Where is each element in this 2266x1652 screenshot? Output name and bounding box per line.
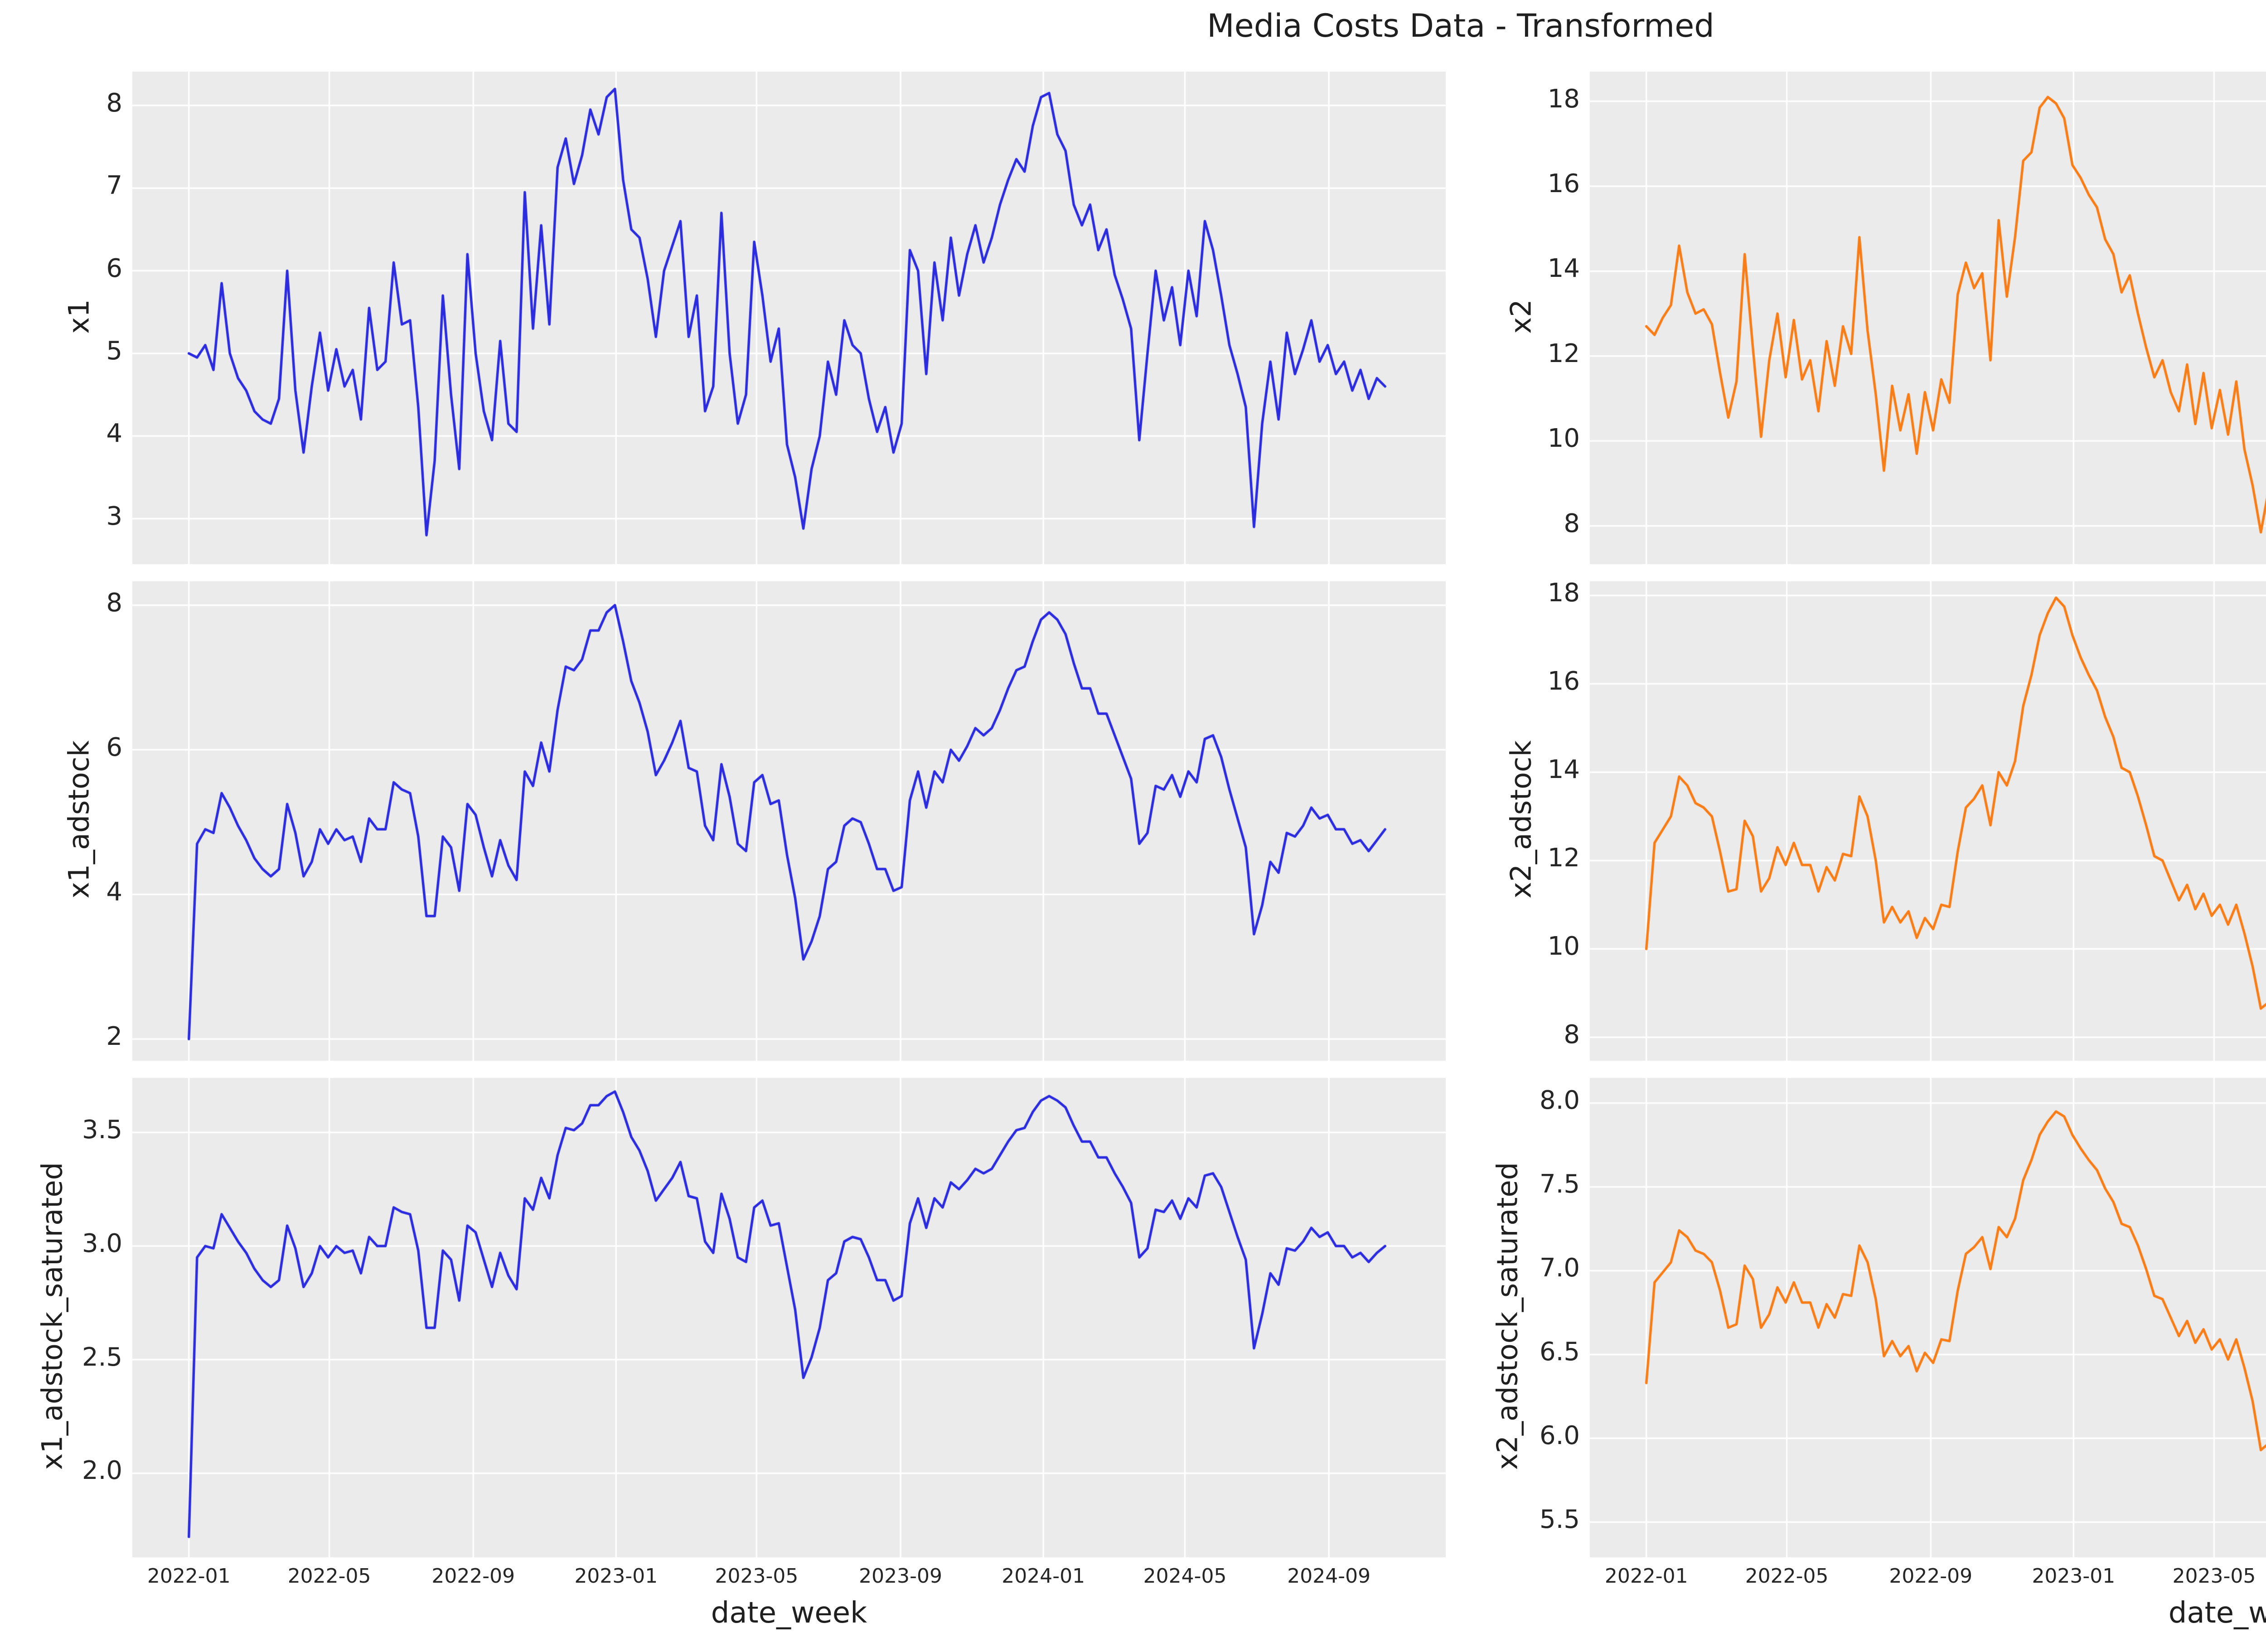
figure-title: Media Costs Data - Transformed bbox=[1207, 7, 1714, 44]
x-tick-label: 2022-05 bbox=[287, 1565, 371, 1588]
y-tick-label: 6 bbox=[106, 732, 122, 762]
y-tick-label: 8 bbox=[106, 88, 122, 118]
plot-canvas-x1-adstock-saturated bbox=[132, 1078, 1446, 1557]
x-tick-label: 2022-01 bbox=[147, 1565, 231, 1588]
y-tick-label: 2.5 bbox=[82, 1342, 122, 1372]
plot-canvas-x1-adstock bbox=[132, 581, 1446, 1061]
y-tick-label: 8 bbox=[1564, 508, 1580, 538]
subplot-x2-adstock: x2_adstock 8 10 12 14 16 18 bbox=[1505, 578, 2266, 1061]
y-tick-label: 7.5 bbox=[1539, 1169, 1580, 1199]
x-tick-label: 2022-01 bbox=[1604, 1565, 1688, 1588]
y-tick-label: 12 bbox=[1547, 338, 1580, 368]
x-tick-label: 2024-09 bbox=[1287, 1565, 1371, 1588]
y-tick-label: 3.5 bbox=[82, 1115, 122, 1145]
plot-canvas-x1 bbox=[132, 72, 1446, 564]
x-tick-label: 2023-01 bbox=[2032, 1565, 2116, 1588]
y-tick-label: 5 bbox=[106, 336, 122, 366]
y-tick-label: 18 bbox=[1547, 84, 1580, 114]
x-axis-label-right: date_week bbox=[2168, 1596, 2266, 1630]
x-tick-label: 2023-09 bbox=[859, 1565, 942, 1588]
y-tick-label: 8.0 bbox=[1539, 1086, 1580, 1116]
subplot-x2-adstock-saturated: x2_adstock_saturated 5.5 6.0 6.5 7.0 7.5 8.0 2… bbox=[1491, 1078, 2266, 1588]
y-tick-label: 18 bbox=[1547, 578, 1580, 608]
y-tick-label: 12 bbox=[1547, 843, 1580, 873]
x-tick-label: 2022-05 bbox=[1745, 1565, 1829, 1588]
y-tick-label: 8 bbox=[1564, 1020, 1580, 1050]
subplot-x2: x2 8 10 12 14 16 18 bbox=[1505, 72, 2266, 564]
y-tick-label: 6.0 bbox=[1539, 1421, 1580, 1451]
x-tick-label: 2024-01 bbox=[1002, 1565, 1085, 1588]
y-tick-label: 2 bbox=[106, 1022, 122, 1052]
plot-canvas-x2-adstock bbox=[1590, 581, 2266, 1061]
y-tick-label: 2.0 bbox=[82, 1456, 122, 1486]
y-tick-label: 4 bbox=[106, 877, 122, 907]
y-tick-label: 6.5 bbox=[1539, 1337, 1580, 1367]
x-tick-label: 2022-09 bbox=[431, 1565, 515, 1588]
x-tick-label: 2024-05 bbox=[1143, 1565, 1227, 1588]
y-tick-label: 10 bbox=[1547, 932, 1580, 961]
y-tick-label: 14 bbox=[1547, 755, 1580, 785]
y-tick-label: 8 bbox=[106, 588, 122, 618]
x-tick-label: 2022-09 bbox=[1889, 1565, 1973, 1588]
x-tick-label: 2023-05 bbox=[715, 1565, 799, 1588]
y-tick-label: 3 bbox=[106, 501, 122, 531]
y-tick-label: 6 bbox=[106, 253, 122, 283]
y-axis-label-x2-adstock-saturated: x2_adstock_saturated bbox=[1491, 1162, 1524, 1470]
x-tick-label: 2023-01 bbox=[574, 1565, 658, 1588]
y-tick-label: 3.0 bbox=[82, 1229, 122, 1259]
y-tick-label: 14 bbox=[1547, 254, 1580, 284]
y-tick-label: 5.5 bbox=[1539, 1505, 1580, 1535]
y-tick-label: 7.0 bbox=[1539, 1253, 1580, 1283]
x-tick-label: 2023-05 bbox=[2172, 1565, 2256, 1588]
y-tick-label: 4 bbox=[106, 419, 122, 449]
y-tick-label: 10 bbox=[1547, 424, 1580, 454]
y-tick-label: 7 bbox=[106, 171, 122, 201]
y-axis-label-x1-adstock-saturated: x1_adstock_saturated bbox=[35, 1162, 69, 1470]
plot-canvas-x2 bbox=[1590, 72, 2266, 564]
y-tick-label: 16 bbox=[1547, 667, 1580, 696]
subplot-x1-adstock-saturated: x1_adstock_saturated 2.0 2.5 3.0 3.5 2022-01… bbox=[36, 1078, 1446, 1588]
plot-canvas-x2-adstock-saturated bbox=[1590, 1078, 2266, 1557]
y-tick-label: 16 bbox=[1547, 169, 1580, 198]
x-axis-label-left: date_week bbox=[711, 1596, 867, 1630]
